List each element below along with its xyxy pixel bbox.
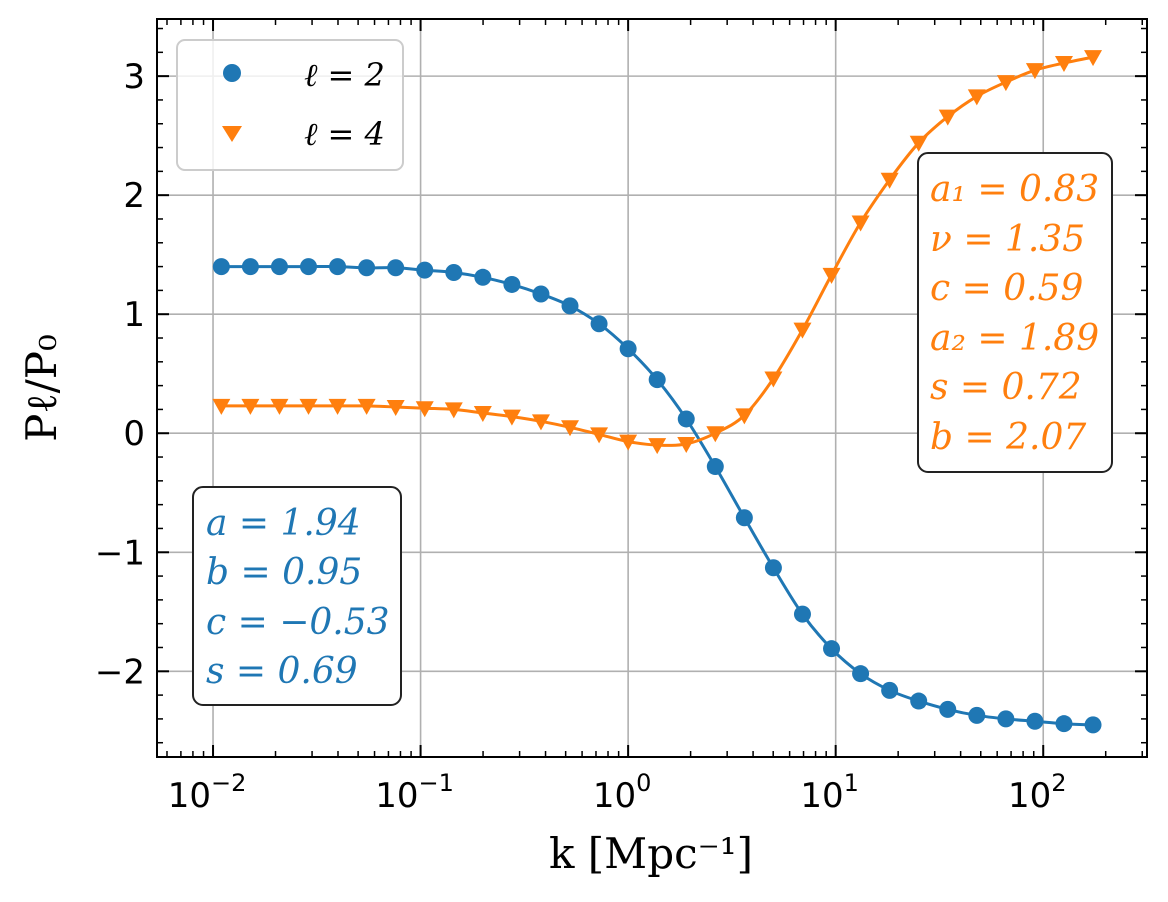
data-point-l2 [590, 315, 608, 333]
plot-frame [156, 18, 1148, 758]
param-nu: ν = 1.35 [930, 219, 1085, 260]
data-point-l4 [1084, 50, 1103, 67]
data-point-l2 [852, 665, 870, 683]
params-box-l2: a = 1.94 b = 0.95 c = −0.53 s = 0.69 [192, 486, 402, 706]
data-point-l2 [329, 258, 347, 276]
x-tick-label: 100 [593, 769, 652, 816]
data-point-l2 [735, 509, 753, 527]
data-point-l4 [502, 409, 521, 426]
y-tick-label: −2 [95, 652, 145, 692]
data-point-l4 [386, 400, 405, 417]
x-tick-label: 102 [1008, 769, 1067, 816]
data-point-l4 [851, 215, 870, 232]
data-point-l4 [357, 398, 376, 415]
legend-label-l4: ℓ = 4 [304, 115, 385, 153]
data-point-l2 [793, 605, 811, 623]
data-point-l4 [822, 267, 841, 284]
data-point-l2 [677, 410, 695, 428]
param-a: a = 1.94 [206, 503, 361, 544]
data-point-l4 [909, 135, 928, 152]
legend-marker-l4 [222, 126, 242, 142]
legend: ℓ = 2 ℓ = 4 [176, 39, 404, 171]
data-point-l2 [561, 297, 579, 315]
data-point-l2 [387, 259, 405, 277]
data-point-l4 [967, 89, 986, 106]
data-point-l4 [212, 398, 231, 415]
data-point-l2 [619, 340, 637, 358]
param-s-l2: s = 0.69 [206, 651, 358, 692]
data-point-l2 [212, 258, 230, 276]
data-point-l4 [590, 427, 609, 444]
data-point-l2 [1055, 715, 1073, 733]
x-axis-label: k [Mpc⁻¹] [549, 829, 753, 878]
param-b-l2: b = 0.95 [206, 552, 362, 593]
data-point-l2 [764, 559, 782, 577]
y-tick-label: 3 [123, 57, 145, 97]
param-s: s = 0.72 [930, 367, 1082, 408]
data-point-l4 [735, 408, 754, 425]
data-point-l4 [473, 405, 492, 422]
data-point-l2 [1084, 716, 1102, 734]
data-point-l2 [358, 259, 376, 277]
data-point-l2 [445, 264, 463, 282]
y-tick-label: 2 [123, 176, 145, 216]
params-box-l4-frame [917, 152, 1113, 473]
series-markers [212, 50, 1103, 734]
data-point-l4 [270, 398, 289, 415]
data-point-l4 [880, 172, 899, 189]
params-box-l2-frame [192, 486, 402, 706]
x-tick-label: 101 [800, 769, 859, 816]
data-point-l2 [939, 700, 957, 718]
tick-labels: 10−2 10−1 100 101 102 −2 −1 0 1 2 3 [95, 57, 1067, 816]
x-tick-label: 10−1 [375, 769, 454, 816]
param-a1: a₁ = 0.83 [930, 169, 1099, 210]
legend-label-l2: ℓ = 2 [304, 56, 385, 94]
data-point-l2 [1026, 712, 1044, 730]
data-point-l2 [968, 706, 986, 724]
params-box-l4: a₁ = 0.83 ν = 1.35 c = 0.59 a₂ = 1.89 s … [917, 152, 1113, 473]
data-point-l4 [531, 414, 550, 431]
data-point-l4 [677, 436, 696, 453]
data-point-l2 [503, 275, 521, 293]
data-point-l4 [328, 398, 347, 415]
y-tick-label: 0 [123, 414, 145, 454]
param-b: b = 2.07 [930, 417, 1086, 458]
y-axis-label: Pℓ/P₀ [17, 334, 66, 442]
data-point-l2 [648, 371, 666, 389]
data-point-l4 [938, 109, 957, 126]
legend-marker-l2 [223, 64, 241, 82]
data-point-l4 [561, 420, 580, 437]
data-point-l4 [1025, 63, 1044, 80]
data-point-l4 [415, 401, 434, 418]
y-tick-label: 1 [123, 295, 145, 335]
data-point-l2 [881, 681, 899, 699]
y-tick-label: −1 [95, 533, 145, 573]
data-point-l2 [241, 258, 259, 276]
data-point-l4 [764, 371, 783, 388]
data-point-l4 [619, 434, 638, 451]
data-point-l2 [416, 261, 434, 279]
param-c-l2: c = −0.53 [206, 602, 390, 643]
data-point-l2 [997, 710, 1015, 728]
data-point-l4 [648, 438, 667, 455]
data-point-l2 [300, 258, 318, 276]
data-point-l4 [444, 402, 463, 419]
data-point-l4 [793, 322, 812, 339]
x-tick-label: 10−2 [168, 769, 247, 816]
data-point-l2 [532, 285, 550, 303]
data-point-l2 [910, 692, 928, 710]
data-point-l4 [1054, 56, 1073, 73]
param-a2: a₂ = 1.89 [930, 318, 1099, 359]
data-point-l4 [706, 426, 725, 443]
data-point-l2 [270, 258, 288, 276]
data-point-l2 [706, 458, 724, 476]
data-point-l2 [823, 640, 841, 658]
data-point-l2 [474, 268, 492, 286]
param-c: c = 0.59 [930, 268, 1083, 309]
data-point-l4 [996, 75, 1015, 92]
data-point-l4 [241, 398, 260, 415]
data-point-l4 [299, 398, 318, 415]
